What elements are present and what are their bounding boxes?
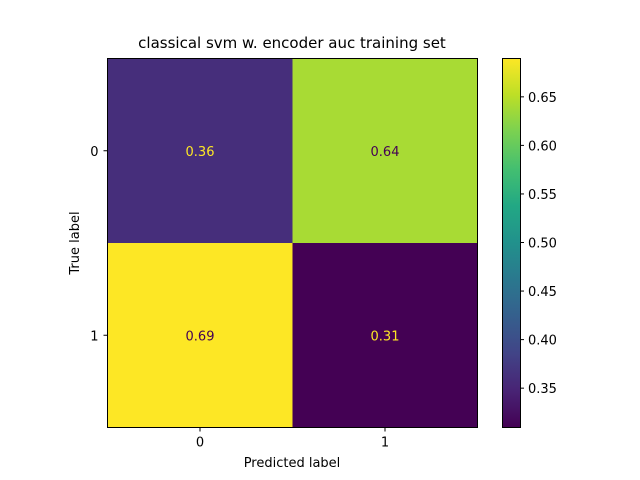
- colorbar-tick-label: 0.45: [528, 285, 557, 300]
- colorbar: [502, 58, 520, 427]
- colorbar-tick-label: 0.35: [528, 382, 557, 397]
- cell-value-label-1-1: 0.31: [371, 329, 400, 344]
- heatmap-cell-0-1: [292, 58, 478, 243]
- cell-value-label-0-0: 0.36: [186, 145, 215, 160]
- heatmap-cell-1-0: [107, 243, 293, 428]
- cell-value-label-0-1: 0.64: [371, 145, 400, 160]
- colorbar-tick-label: 0.40: [528, 334, 557, 349]
- y-tick-label: 0: [90, 145, 98, 160]
- heatmap-cell-0-0: [107, 58, 293, 243]
- colorbar-tick-label: 0.55: [528, 188, 557, 203]
- colorbar-tick-label: 0.65: [528, 91, 557, 106]
- chart-title: classical svm w. encoder auc training se…: [138, 34, 446, 52]
- y-axis-ticks: 01: [90, 145, 108, 344]
- cell-value-label-1-0: 0.69: [186, 329, 215, 344]
- y-tick-label: 1: [90, 329, 98, 344]
- colorbar-tick-label: 0.60: [528, 139, 557, 154]
- heatmap-cell-1-1: [292, 243, 478, 428]
- colorbar-tick-label: 0.50: [528, 237, 557, 252]
- heatmap-cell-labels: 0.36 0.64 0.69 0.31: [186, 145, 400, 345]
- heatmap-cells: [107, 58, 478, 428]
- plot-frame: [107, 58, 478, 428]
- x-tick-label: 1: [381, 436, 389, 451]
- y-axis-label: True label: [68, 211, 83, 275]
- colorbar-ticks: 0.35 0.40 0.45 0.50 0.55 0.60 0.65: [520, 91, 557, 397]
- x-tick-label: 0: [196, 436, 204, 451]
- x-axis-label: Predicted label: [244, 456, 341, 471]
